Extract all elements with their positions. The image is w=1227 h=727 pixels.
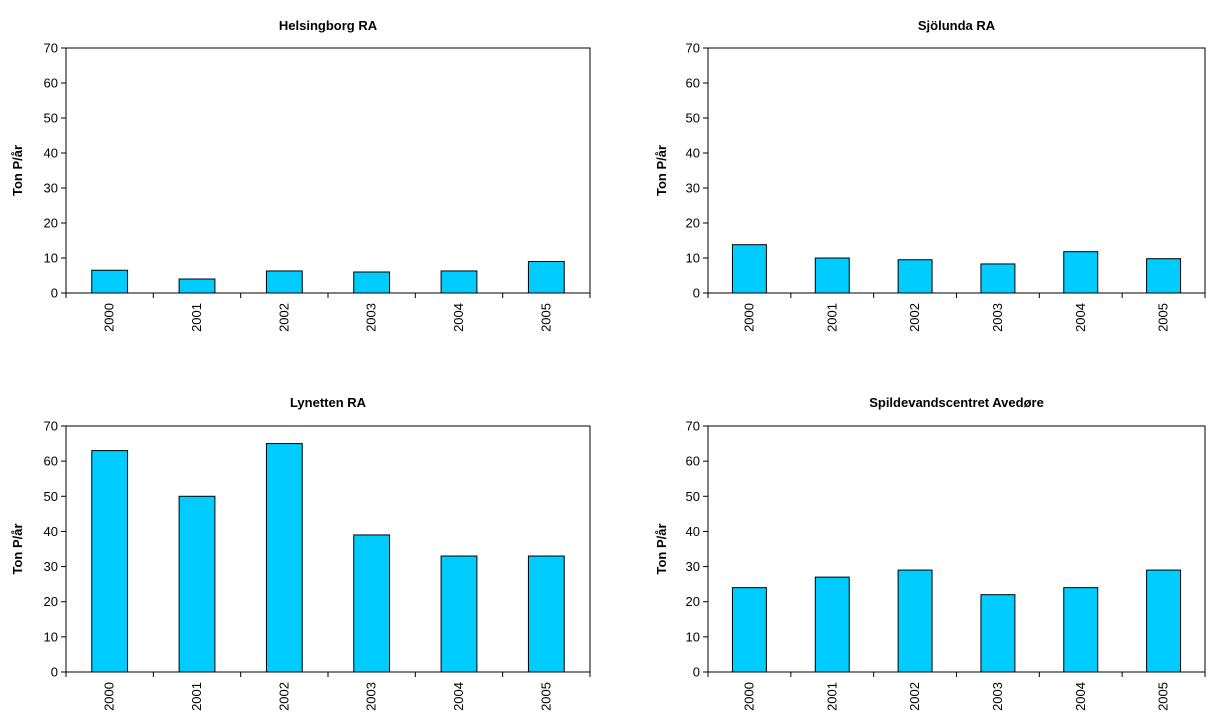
y-tick-label: 0 — [693, 665, 700, 680]
bar — [265, 443, 303, 673]
x-tick-label: 2005 — [1156, 303, 1171, 332]
y-tick-label: 0 — [51, 665, 58, 680]
x-tick-label: 2002 — [276, 303, 291, 332]
bar — [91, 269, 129, 294]
y-axis-label: Ton P/år — [654, 145, 669, 196]
y-tick-label: 40 — [686, 146, 700, 161]
x-tick-label: 2002 — [907, 303, 922, 332]
x-tick-label: 2004 — [451, 682, 466, 711]
chart-title: Sjölunda RA — [918, 18, 996, 33]
x-tick-label: 2002 — [276, 682, 291, 711]
x-tick-label: 2002 — [907, 682, 922, 711]
plot-area — [65, 425, 591, 673]
bar — [1063, 251, 1099, 294]
chart-panel: Lynetten RA Ton P/år 0 10 20 30 40 50 60 70 2000 20… — [10, 395, 591, 711]
chart-panel: Spildevandscentret Avedøre Ton P/år 0 10 20 3… — [654, 395, 1206, 711]
y-tick-label: 10 — [44, 629, 58, 644]
x-tick-label: 2001 — [189, 303, 204, 332]
y-tick-label: 60 — [686, 454, 700, 469]
x-tick-label: 2001 — [824, 682, 839, 711]
y-tick-label: 10 — [686, 251, 700, 266]
y-tick-label: 0 — [51, 286, 58, 301]
x-tick-label: 2000 — [741, 682, 756, 711]
bar — [731, 244, 767, 294]
y-tick-label: 50 — [44, 489, 58, 504]
x-tick-label: 2004 — [451, 303, 466, 332]
y-tick-label: 40 — [686, 524, 700, 539]
x-tick-label: 2005 — [1156, 682, 1171, 711]
bar — [527, 555, 565, 673]
y-tick-label: 30 — [44, 559, 58, 574]
y-tick-label: 40 — [44, 146, 58, 161]
chart-title: Helsingborg RA — [279, 18, 378, 33]
bar — [353, 271, 391, 294]
y-tick-label: 60 — [44, 76, 58, 91]
x-tick-label: 2001 — [824, 303, 839, 332]
y-axis-label: Ton P/år — [654, 523, 669, 574]
plot-area — [707, 425, 1206, 673]
bar — [814, 576, 850, 673]
bar — [1146, 569, 1182, 673]
plot-area — [707, 47, 1206, 294]
chart-title: Lynetten RA — [290, 395, 367, 410]
bar — [440, 270, 478, 294]
bar — [353, 534, 391, 673]
bar — [91, 450, 129, 673]
bar — [897, 569, 933, 673]
y-axis-label: Ton P/år — [10, 523, 25, 574]
x-tick-label: 2000 — [741, 303, 756, 332]
x-tick-label: 2003 — [990, 303, 1005, 332]
y-tick-label: 10 — [686, 629, 700, 644]
y-tick-label: 30 — [686, 181, 700, 196]
y-tick-label: 70 — [44, 419, 58, 434]
x-tick-label: 2005 — [538, 682, 553, 711]
x-tick-label: 2003 — [364, 682, 379, 711]
bar — [980, 263, 1016, 294]
y-tick-label: 20 — [44, 216, 58, 231]
chart-title: Spildevandscentret Avedøre — [869, 395, 1044, 410]
y-tick-label: 20 — [686, 216, 700, 231]
x-tick-label: 2004 — [1073, 303, 1088, 332]
bar — [1146, 258, 1182, 294]
y-tick-label: 50 — [686, 489, 700, 504]
y-axis-label: Ton P/år — [10, 145, 25, 196]
bar — [814, 257, 850, 294]
x-tick-label: 2005 — [538, 303, 553, 332]
y-tick-label: 60 — [686, 76, 700, 91]
y-tick-label: 30 — [686, 559, 700, 574]
bar — [440, 555, 478, 673]
y-tick-label: 40 — [44, 524, 58, 539]
bar — [731, 587, 767, 673]
y-tick-label: 50 — [686, 111, 700, 126]
y-tick-label: 70 — [686, 419, 700, 434]
x-tick-label: 2003 — [364, 303, 379, 332]
y-tick-label: 50 — [44, 111, 58, 126]
bar — [897, 259, 933, 294]
y-tick-label: 60 — [44, 454, 58, 469]
y-tick-label: 70 — [44, 41, 58, 56]
bar — [265, 270, 303, 294]
bar — [178, 278, 216, 294]
y-tick-label: 0 — [693, 286, 700, 301]
chart-panel: Sjölunda RA Ton P/år 0 10 20 30 40 50 60 70 2000 20… — [654, 18, 1206, 332]
x-tick-label: 2004 — [1073, 682, 1088, 711]
bar — [1063, 587, 1099, 673]
y-tick-label: 20 — [686, 594, 700, 609]
y-tick-label: 30 — [44, 181, 58, 196]
y-tick-label: 70 — [686, 41, 700, 56]
plot-area — [65, 47, 591, 294]
bar — [178, 495, 216, 673]
chart-panel: Helsingborg RA Ton P/år 0 10 20 30 40 50 60 70 200… — [10, 18, 591, 332]
x-tick-label: 2001 — [189, 682, 204, 711]
y-tick-label: 10 — [44, 251, 58, 266]
bar — [527, 261, 565, 294]
x-tick-label: 2003 — [990, 682, 1005, 711]
x-tick-label: 2000 — [102, 682, 117, 711]
bar — [980, 594, 1016, 673]
y-tick-label: 20 — [44, 594, 58, 609]
x-tick-label: 2000 — [102, 303, 117, 332]
